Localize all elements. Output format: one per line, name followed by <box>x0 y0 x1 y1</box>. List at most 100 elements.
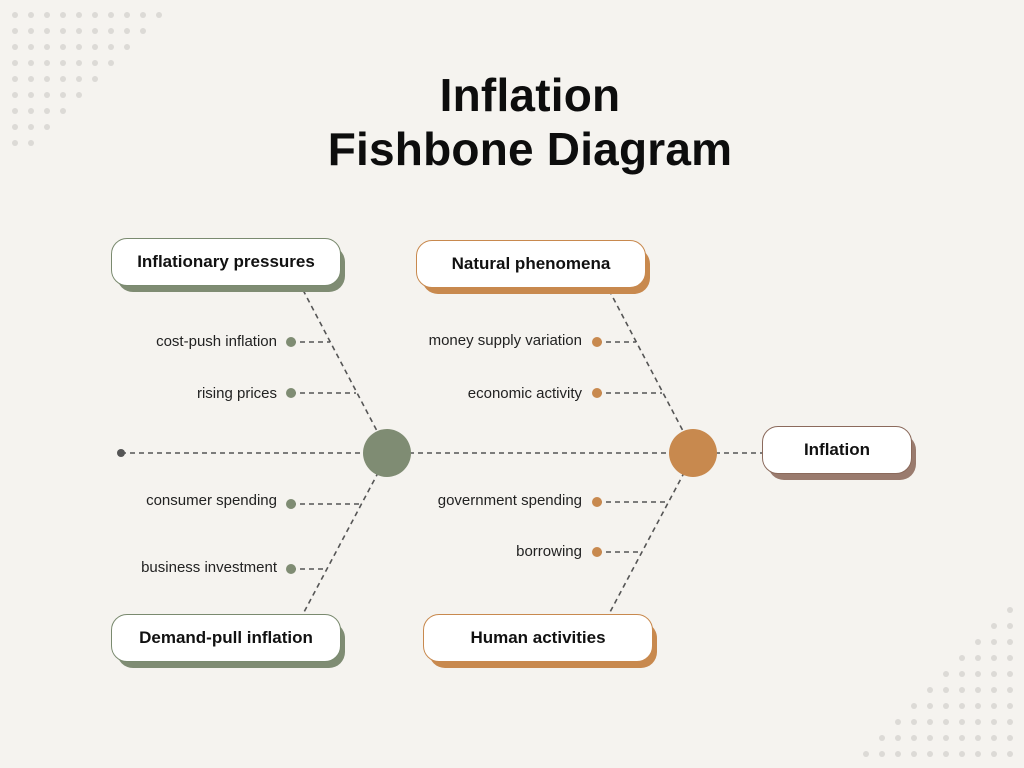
decor-dot <box>44 44 50 50</box>
bone-demand-pull-inflation <box>302 455 388 615</box>
decor-dot <box>28 28 34 34</box>
decor-dot <box>959 671 965 677</box>
decor-dot <box>108 44 114 50</box>
decor-dot <box>124 28 130 34</box>
dot-business-investment <box>286 564 296 574</box>
decor-dot <box>44 92 50 98</box>
dot-cost-push <box>286 337 296 347</box>
decor-dot <box>975 655 981 661</box>
decor-dot <box>28 124 34 130</box>
decor-dot <box>959 735 965 741</box>
decor-dot <box>911 751 917 757</box>
decor-dot <box>991 703 997 709</box>
decor-dot <box>124 12 130 18</box>
dot-rising-prices <box>286 388 296 398</box>
decor-dot <box>879 735 885 741</box>
decor-dot <box>975 671 981 677</box>
decor-dot <box>12 28 18 34</box>
bone-inflationary-pressures <box>302 289 388 451</box>
decor-dot <box>140 28 146 34</box>
decor-dot <box>1007 655 1013 661</box>
decor-dot <box>911 735 917 741</box>
decor-dot <box>60 28 66 34</box>
decor-dot <box>959 703 965 709</box>
decor-dot <box>991 639 997 645</box>
decor-dot <box>12 60 18 66</box>
decor-dot <box>60 60 66 66</box>
decor-dot <box>943 671 949 677</box>
decor-dot <box>12 92 18 98</box>
decor-dot <box>943 687 949 693</box>
decor-dot <box>911 703 917 709</box>
orange-hub <box>669 429 717 477</box>
decor-dot <box>991 735 997 741</box>
cause-label-government-spending: government spending <box>437 492 582 509</box>
decor-dot <box>959 719 965 725</box>
decor-dot <box>991 719 997 725</box>
dot-money-supply <box>592 337 602 347</box>
decor-dot <box>1007 735 1013 741</box>
decor-dot <box>12 44 18 50</box>
decor-dot <box>991 671 997 677</box>
decor-dot <box>76 92 82 98</box>
dot-borrowing <box>592 547 602 557</box>
decor-dot <box>895 751 901 757</box>
category-box-demand-pull-inflation: Demand-pull inflation <box>111 614 341 662</box>
decor-dot <box>1007 719 1013 725</box>
decor-dot <box>124 44 130 50</box>
decor-dot <box>927 719 933 725</box>
category-box-inflationary-pressures: Inflationary pressures <box>111 238 341 286</box>
decor-dot <box>12 12 18 18</box>
dot-economic-activity <box>592 388 602 398</box>
decor-dot <box>60 44 66 50</box>
decor-dot <box>76 28 82 34</box>
page-title-line-2: Fishbone Diagram <box>327 123 733 175</box>
cause-label-rising-prices: rising prices <box>196 385 277 402</box>
decor-dot <box>60 108 66 114</box>
decor-dot <box>140 12 146 18</box>
decor-dot <box>44 28 50 34</box>
decor-dot <box>12 76 18 82</box>
decor-dot <box>76 44 82 50</box>
decor-dot <box>44 108 50 114</box>
decor-dot <box>1007 703 1013 709</box>
decor-dot <box>975 735 981 741</box>
decor-dot <box>927 703 933 709</box>
decor-dot <box>959 655 965 661</box>
decor-dot <box>1007 687 1013 693</box>
decor-dot <box>60 76 66 82</box>
decor-dot <box>975 639 981 645</box>
dot-consumer-spending <box>286 499 296 509</box>
decor-dot <box>991 623 997 629</box>
cause-label-cost-push-inflation: cost-push inflation <box>156 333 277 350</box>
decor-dot <box>44 60 50 66</box>
decor-dot <box>28 76 34 82</box>
decor-dot <box>44 12 50 18</box>
decor-dot <box>879 751 885 757</box>
decor-dot <box>76 12 82 18</box>
decor-dot <box>28 12 34 18</box>
decor-dot <box>92 28 98 34</box>
decor-dot <box>12 140 18 146</box>
decor-dot <box>959 687 965 693</box>
category-box-natural-phenomena: Natural phenomena <box>416 240 646 288</box>
decor-dot <box>863 751 869 757</box>
decor-dot <box>943 719 949 725</box>
green-hub <box>363 429 411 477</box>
bone-human-activities <box>608 455 694 615</box>
decor-dot <box>975 751 981 757</box>
bone-natural-phenomena <box>608 289 694 451</box>
decor-dot <box>975 687 981 693</box>
decor-dot <box>1007 607 1013 613</box>
decor-dot <box>927 751 933 757</box>
decor-dot <box>927 735 933 741</box>
decor-dot <box>975 703 981 709</box>
effect-box-inflation: Inflation <box>762 426 912 474</box>
decor-dot <box>1007 623 1013 629</box>
decor-dot <box>28 92 34 98</box>
decor-dot <box>975 719 981 725</box>
decor-dot <box>44 76 50 82</box>
